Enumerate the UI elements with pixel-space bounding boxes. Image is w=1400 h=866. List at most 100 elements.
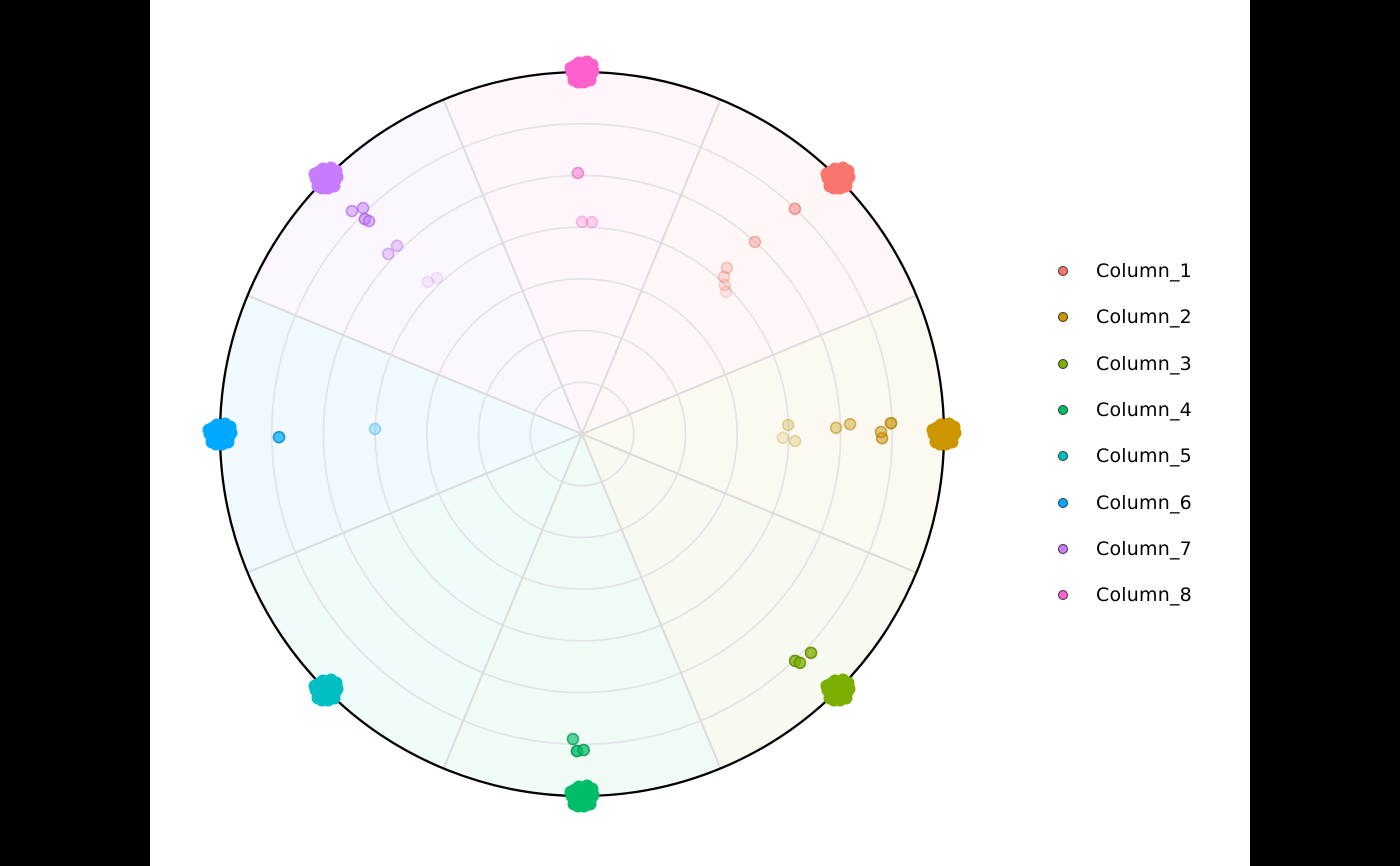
data-point-column_7	[345, 204, 359, 218]
cluster-point	[315, 693, 329, 707]
data-point-column_1	[748, 235, 762, 249]
data-point-column_1	[720, 261, 734, 275]
data-point-column_6	[368, 422, 382, 436]
sector-wedge-column_8	[443, 72, 721, 435]
legend-marker-icon	[1058, 266, 1068, 277]
data-point-column_2	[788, 434, 802, 448]
legend-label: Column_3	[1096, 352, 1192, 375]
data-point-column_2	[884, 416, 898, 430]
legend-item-column_5: Column_5	[1058, 433, 1192, 479]
cluster-column_4	[564, 779, 600, 813]
cluster-point	[315, 181, 329, 195]
sector-boundary-line	[442, 433, 583, 769]
cluster-point	[202, 423, 216, 437]
cluster-point	[586, 64, 600, 78]
data-point-column_7	[421, 275, 435, 289]
data-point-column_1	[719, 285, 733, 299]
cluster-column_1	[820, 161, 856, 195]
legend-item-column_2: Column_2	[1058, 294, 1192, 340]
grid-ring	[477, 329, 687, 539]
cluster-point	[209, 437, 223, 451]
grid-ring	[529, 381, 635, 487]
sector-boundary-line	[581, 294, 917, 435]
chart-legend: Column_1 Column_2 Column_3 Column_4 Column_5…	[1058, 248, 1192, 618]
plot-panel: Column_1 Column_2 Column_3 Column_4 Column_5…	[150, 0, 1250, 866]
cluster-column_5	[308, 673, 344, 707]
legend-label: Column_7	[1096, 537, 1192, 560]
cluster-point	[926, 423, 940, 437]
cluster-point	[842, 682, 856, 696]
cluster-point	[564, 785, 578, 799]
cluster-column_2	[926, 417, 962, 451]
sector-boundary-line	[247, 294, 583, 435]
cluster-point	[564, 61, 578, 75]
cluster-point	[586, 788, 600, 802]
legend-label: Column_5	[1096, 445, 1192, 468]
data-point-column_4	[566, 732, 580, 746]
sector-wedge-column_4	[443, 434, 721, 796]
data-point-column_8	[585, 215, 599, 229]
cluster-point	[820, 679, 834, 693]
cluster-point	[571, 799, 585, 813]
legend-item-column_6: Column_6	[1058, 479, 1192, 525]
sector-boundary-line	[581, 99, 722, 435]
cluster-point	[842, 170, 856, 184]
cluster-column_6	[202, 417, 238, 451]
data-point-column_7	[390, 239, 404, 253]
data-point-column_8	[571, 166, 585, 180]
data-point-column_2	[776, 431, 790, 445]
data-point-column_7	[362, 214, 376, 228]
legend-marker-icon	[1058, 543, 1068, 554]
data-point-column_7	[381, 247, 395, 261]
cluster-point	[308, 679, 322, 693]
legend-label: Column_6	[1096, 491, 1192, 514]
cluster-point	[308, 167, 322, 181]
legend-marker-icon	[1058, 451, 1068, 462]
cluster-column_8	[564, 55, 600, 89]
legend-label: Column_1	[1096, 260, 1192, 283]
sector-boundary-line	[581, 433, 722, 769]
legend-item-column_8: Column_8	[1058, 572, 1192, 618]
data-point-column_7	[356, 201, 370, 215]
cluster-point	[330, 682, 344, 696]
cluster-point	[571, 75, 585, 89]
sector-boundary-line	[442, 99, 583, 435]
legend-label: Column_4	[1096, 399, 1192, 422]
data-point-column_7	[430, 271, 444, 285]
data-point-column_8	[575, 215, 589, 229]
legend-marker-icon	[1058, 405, 1068, 416]
legend-item-column_1: Column_1	[1058, 248, 1192, 294]
cluster-point	[827, 181, 841, 195]
legend-item-column_3: Column_3	[1058, 341, 1192, 387]
grid-ring	[374, 226, 790, 642]
cluster-point	[933, 437, 947, 451]
legend-label: Column_8	[1096, 584, 1192, 607]
grid-ring	[426, 278, 738, 590]
legend-marker-icon	[1058, 497, 1068, 508]
data-point-column_1	[788, 202, 802, 216]
legend-item-column_4: Column_4	[1058, 387, 1192, 433]
cluster-column_7	[308, 161, 344, 195]
legend-marker-icon	[1058, 590, 1068, 601]
data-point-column_6	[272, 430, 286, 444]
legend-marker-icon	[1058, 358, 1068, 369]
data-point-column_1	[718, 278, 732, 292]
data-point-column_3	[793, 656, 807, 670]
legend-item-column_7: Column_7	[1058, 526, 1192, 572]
cluster-point	[820, 167, 834, 181]
legend-marker-icon	[1058, 312, 1068, 323]
data-point-column_2	[829, 421, 843, 435]
data-point-column_2	[874, 425, 888, 439]
data-point-column_1	[717, 270, 731, 284]
sector-boundary-line	[581, 433, 917, 574]
sector-wedge-column_6	[220, 295, 583, 573]
cluster-point	[224, 426, 238, 440]
cluster-point	[827, 693, 841, 707]
sector-wedge-column_2	[582, 295, 944, 573]
data-point-column_2	[781, 418, 795, 432]
legend-label: Column_2	[1096, 306, 1192, 329]
data-point-column_2	[843, 417, 857, 431]
data-point-column_3	[804, 646, 818, 660]
cluster-point	[330, 170, 344, 184]
